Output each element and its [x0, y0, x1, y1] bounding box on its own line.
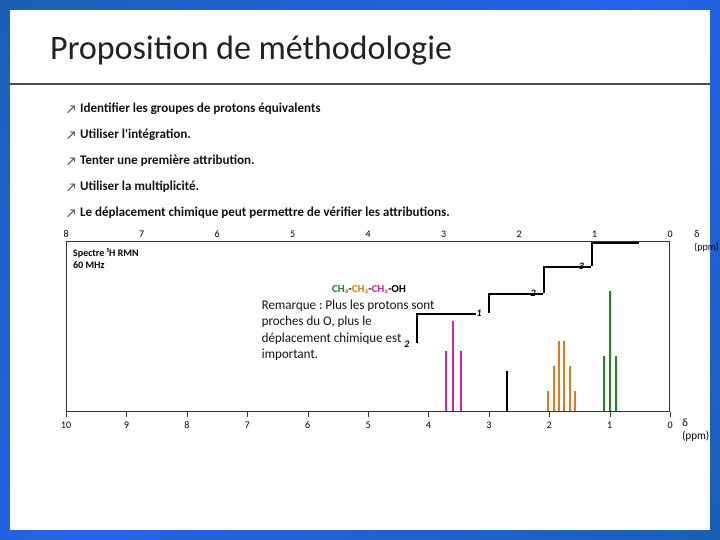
spectrum-peak	[558, 341, 560, 411]
bullet-item: ↗Utiliser la multiplicité.	[66, 179, 670, 195]
axis-tick-label: 2	[547, 418, 552, 431]
axis-tick-label: 1	[607, 418, 612, 431]
top-axis-unit: δ (ppm)	[694, 227, 719, 253]
molecule-formula: CH₃-CH₂-CH₂-OH	[332, 282, 406, 295]
bullet-arrow-icon: ↗	[66, 101, 80, 117]
page-title: Proposition de méthodologie	[10, 10, 710, 79]
title-divider	[10, 83, 710, 85]
integration-value: 2	[531, 286, 536, 299]
spectrum-label-2: 60 MHz	[73, 258, 104, 271]
axis-tick	[308, 412, 309, 417]
bullet-text: Utiliser l'intégration.	[80, 127, 191, 142]
bullet-arrow-icon: ↗	[66, 205, 80, 221]
axis-tick	[670, 412, 671, 417]
top-axis-tick: 4	[365, 227, 370, 240]
bullet-item: ↗Le déplacement chimique peut permettre …	[66, 205, 670, 221]
spectrum-peak	[547, 391, 549, 411]
spectrum-peak	[574, 391, 576, 411]
spectrum-peak	[603, 356, 605, 411]
top-axis-tick: 7	[139, 227, 144, 240]
axis-tick-label: 4	[426, 418, 431, 431]
axis-tick	[66, 412, 67, 417]
remark-note: Remarque : Plus les protons sont proches…	[260, 296, 440, 365]
bullet-arrow-icon: ↗	[66, 179, 80, 195]
bullet-arrow-icon: ↗	[66, 153, 80, 169]
nmr-spectrum: 876543210δ (ppm) Spectre ¹H RMN 60 MHz C…	[66, 241, 670, 451]
bullet-arrow-icon: ↗	[66, 127, 80, 143]
axis-unit: δ (ppm)	[682, 416, 709, 442]
spectrum-peak	[506, 371, 508, 411]
bullet-text: Tenter une première attribution.	[80, 153, 255, 168]
integration-step	[416, 313, 476, 343]
spectrum-peak	[445, 351, 447, 411]
integration-value: 1	[476, 306, 481, 319]
axis-tick	[610, 412, 611, 417]
axis-tick	[126, 412, 127, 417]
molecule-fragment: -OH	[388, 282, 406, 295]
top-axis-tick: 2	[516, 227, 521, 240]
molecule-fragment: CH₂	[372, 282, 388, 295]
spectrum-peak	[569, 366, 571, 411]
axis-tick-label: 9	[124, 418, 129, 431]
axis-tick-label: 6	[305, 418, 310, 431]
integration-value: 3	[579, 259, 584, 272]
spectrum-peak	[460, 351, 462, 411]
axis-tick-label: 8	[184, 418, 189, 431]
axis-tick	[549, 412, 550, 417]
spectrum-peak	[609, 291, 611, 411]
axis-tick-label: 5	[365, 418, 370, 431]
axis-tick-label: 7	[245, 418, 250, 431]
integration-value: 2	[404, 337, 409, 350]
spectrum-peak	[553, 366, 555, 411]
top-axis-tick: 5	[290, 227, 295, 240]
bullet-item: ↗Tenter une première attribution.	[66, 153, 670, 169]
axis-tick-label: 10	[61, 418, 71, 431]
slide: Proposition de méthodologie ↗Identifier …	[10, 10, 710, 530]
axis-tick	[428, 412, 429, 417]
spectrum-peak	[615, 356, 617, 411]
spectrum-plot: Spectre ¹H RMN 60 MHz CH₃-CH₂-CH₂-OH Rem…	[66, 241, 670, 411]
bullet-text: Utiliser la multiplicité.	[80, 179, 199, 194]
bullet-text: Identifier les groupes de protons équiva…	[80, 101, 321, 116]
integration-step	[591, 242, 639, 266]
molecule-fragment: CH₃	[332, 282, 348, 295]
top-axis-tick: 8	[63, 227, 68, 240]
bullet-item: ↗Identifier les groupes de protons équiv…	[66, 101, 670, 117]
bullet-item: ↗Utiliser l'intégration.	[66, 127, 670, 143]
bullet-text: Le déplacement chimique peut permettre d…	[80, 205, 450, 220]
molecule-fragment: CH₂	[352, 282, 368, 295]
bottom-axis: 109876543210δ (ppm)	[66, 411, 670, 439]
axis-tick	[187, 412, 188, 417]
bullet-list: ↗Identifier les groupes de protons équiv…	[10, 95, 710, 239]
top-axis-tick: 0	[667, 227, 672, 240]
axis-tick	[247, 412, 248, 417]
top-axis-tick: 1	[592, 227, 597, 240]
top-axis-tick: 3	[441, 227, 446, 240]
top-axis-tick: 6	[214, 227, 219, 240]
axis-tick	[368, 412, 369, 417]
spectrum-peak	[563, 341, 565, 411]
axis-tick	[489, 412, 490, 417]
axis-tick-label: 0	[667, 418, 672, 431]
axis-tick-label: 3	[486, 418, 491, 431]
